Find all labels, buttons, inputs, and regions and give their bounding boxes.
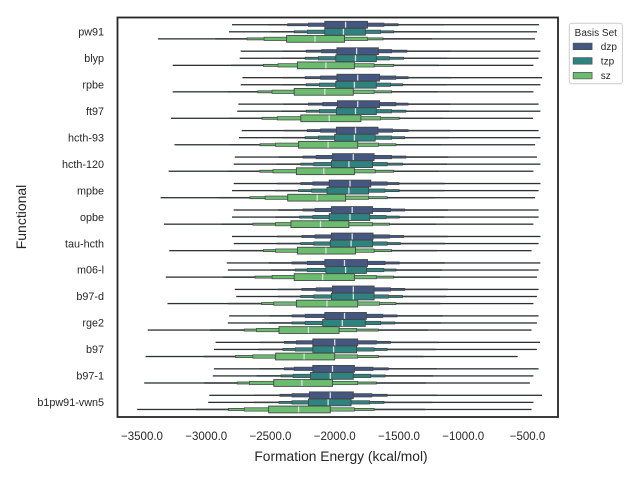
svg-text:Formation Energy (kcal/mol): Formation Energy (kcal/mol) xyxy=(254,449,427,464)
svg-text:−1500.0: −1500.0 xyxy=(378,431,420,443)
svg-text:−3500.0: −3500.0 xyxy=(121,431,163,443)
svg-text:pw91: pw91 xyxy=(78,27,104,39)
svg-text:m06-l: m06-l xyxy=(77,265,104,277)
svg-text:b97-1: b97-1 xyxy=(76,371,104,383)
svg-text:Basis Set: Basis Set xyxy=(575,28,617,39)
svg-text:opbe: opbe xyxy=(80,212,104,224)
svg-text:−1000.0: −1000.0 xyxy=(442,431,484,443)
svg-text:blyp: blyp xyxy=(84,53,104,65)
svg-text:Functional: Functional xyxy=(13,185,29,250)
svg-text:ft97: ft97 xyxy=(86,106,104,118)
svg-text:tau-hcth: tau-hcth xyxy=(65,238,104,250)
svg-text:−2500.0: −2500.0 xyxy=(250,431,292,443)
svg-text:rge2: rge2 xyxy=(82,318,104,330)
svg-text:rpbe: rpbe xyxy=(82,79,104,91)
svg-text:sz: sz xyxy=(601,71,611,82)
svg-text:mpbe: mpbe xyxy=(77,185,104,197)
svg-text:−2000.0: −2000.0 xyxy=(314,431,356,443)
svg-text:b97: b97 xyxy=(86,344,104,356)
svg-text:tzp: tzp xyxy=(601,56,615,67)
svg-text:b97-d: b97-d xyxy=(76,291,104,303)
svg-text:b1pw91-vwn5: b1pw91-vwn5 xyxy=(37,397,104,409)
svg-text:−500.0: −500.0 xyxy=(510,431,546,443)
svg-text:hcth-93: hcth-93 xyxy=(68,132,104,144)
svg-text:hcth-120: hcth-120 xyxy=(62,159,104,171)
svg-text:−3000.0: −3000.0 xyxy=(185,431,227,443)
svg-text:dzp: dzp xyxy=(601,42,618,53)
